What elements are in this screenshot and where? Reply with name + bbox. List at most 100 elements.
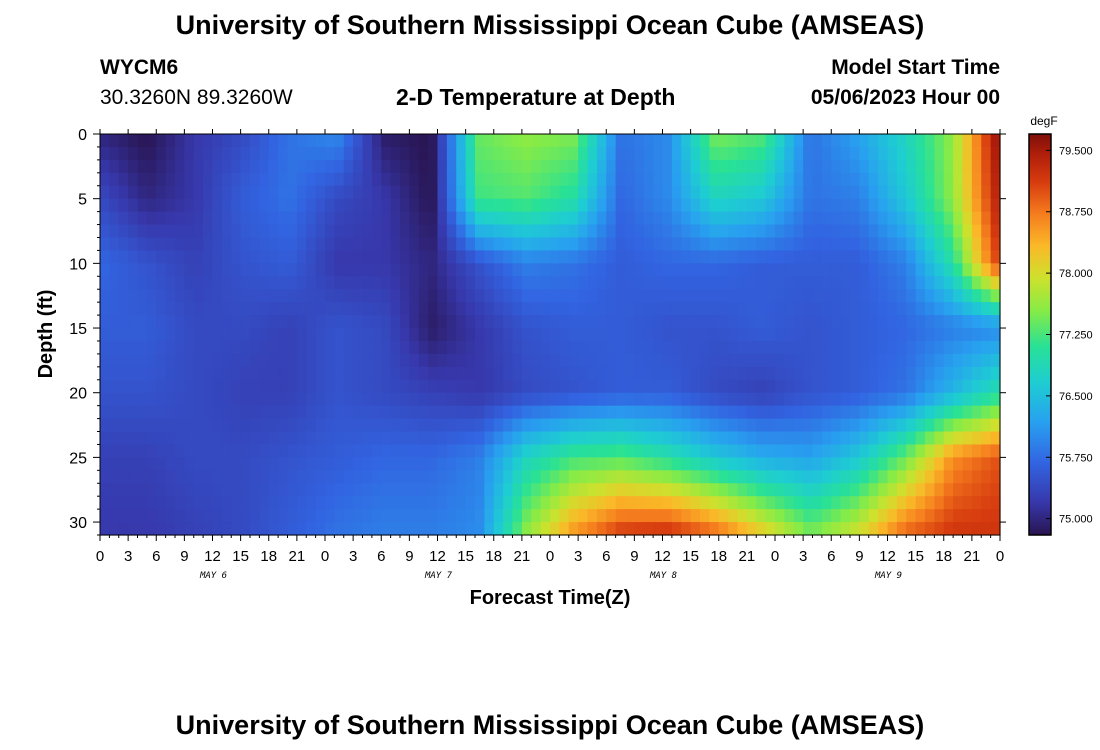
heatmap-cell (362, 483, 373, 497)
heatmap-cell (137, 289, 148, 303)
heatmap-cell (156, 431, 167, 446)
heatmap-cell (193, 159, 204, 174)
heatmap-cell (475, 431, 485, 446)
heatmap-cell (943, 340, 954, 355)
heatmap-cell (475, 263, 485, 277)
heatmap-cell (231, 470, 242, 484)
heatmap-cell (878, 392, 889, 407)
heatmap-cell (362, 276, 373, 290)
heatmap-cell (128, 444, 139, 458)
heatmap-cell (653, 146, 664, 161)
heatmap-cell (503, 276, 514, 290)
heatmap-cell (821, 159, 832, 174)
heatmap-cell (625, 159, 635, 174)
heatmap-cell (671, 263, 682, 277)
heatmap-cell (278, 328, 289, 342)
heatmap-cell (521, 328, 532, 342)
heatmap-cell (578, 418, 589, 433)
heatmap-cell (643, 340, 654, 355)
heatmap-cell (915, 250, 926, 264)
heatmap-cell (118, 237, 129, 252)
heatmap-cell (278, 340, 289, 355)
heatmap-cell (821, 392, 832, 407)
heatmap-cell (831, 237, 842, 252)
heatmap-cell (390, 379, 401, 394)
heatmap-cell (821, 431, 832, 446)
heatmap-cell (400, 198, 410, 213)
heatmap-cell (156, 470, 167, 484)
heatmap-cell (503, 146, 514, 161)
heatmap-cell (212, 211, 223, 226)
heatmap-cell (887, 263, 898, 277)
heatmap-cell (596, 379, 607, 394)
heatmap-cell (212, 340, 223, 355)
heatmap-cell (325, 315, 335, 329)
heatmap-cell (587, 250, 598, 264)
heatmap-cell (437, 509, 448, 523)
heatmap-cell (896, 172, 907, 187)
heatmap-cell (859, 366, 870, 381)
heatmap-cell (615, 509, 626, 523)
heatmap-cell (287, 353, 298, 368)
heatmap-cell (446, 522, 457, 536)
heatmap-cell (878, 146, 889, 161)
heatmap-cell (803, 172, 814, 187)
heatmap-cell (437, 172, 448, 187)
heatmap-cell (203, 159, 214, 174)
heatmap-cell (756, 483, 767, 497)
heatmap-cell (512, 250, 523, 264)
heatmap-cell (109, 431, 120, 446)
heatmap-cell (437, 289, 448, 303)
heatmap-cell (315, 496, 326, 510)
heatmap-cell (306, 405, 317, 420)
heatmap-cell (981, 276, 992, 290)
heatmap-cell (175, 483, 185, 497)
heatmap-cell (737, 392, 748, 407)
heatmap-cell (212, 315, 223, 329)
heatmap-cell (446, 366, 457, 381)
heatmap-cell (446, 185, 457, 200)
heatmap-cell (268, 483, 279, 497)
heatmap-cell (428, 405, 439, 420)
heatmap-cell (850, 405, 860, 420)
heatmap-cell (934, 431, 945, 446)
heatmap-cell (109, 392, 120, 407)
heatmap-cell (681, 276, 692, 290)
heatmap-cell (765, 379, 776, 394)
heatmap-cell (756, 522, 767, 536)
heatmap-cell (718, 483, 729, 497)
heatmap-cell (765, 250, 776, 264)
heatmap-cell (521, 237, 532, 252)
heatmap-cell (700, 159, 710, 174)
heatmap-cell (878, 340, 889, 355)
heatmap-cell (503, 224, 514, 239)
heatmap-cell (400, 483, 410, 497)
heatmap-cell (681, 198, 692, 213)
heatmap-cell (596, 172, 607, 187)
heatmap-cell (653, 392, 664, 407)
heatmap-cell (250, 379, 260, 394)
day-label: MAY 7 (424, 571, 453, 581)
heatmap-cell (606, 315, 617, 329)
heatmap-cell (278, 289, 289, 303)
heatmap-cell (465, 289, 476, 303)
heatmap-cell (700, 457, 710, 471)
heatmap-cell (446, 263, 457, 277)
heatmap-cell (531, 211, 542, 226)
heatmap-cell (840, 224, 851, 239)
heatmap-cell (606, 496, 617, 510)
heatmap-cell (193, 353, 204, 368)
heatmap-cell (578, 172, 589, 187)
heatmap-cell (493, 353, 504, 368)
heatmap-cell (971, 353, 982, 368)
heatmap-cell (409, 289, 420, 303)
heatmap-cell (606, 185, 617, 200)
heatmap-cell (278, 211, 289, 226)
heatmap-cell (896, 198, 907, 213)
heatmap-cell (859, 250, 870, 264)
heatmap-cell (793, 353, 804, 368)
heatmap-cell (606, 172, 617, 187)
x-tick-label: 9 (405, 548, 413, 565)
heatmap-cell (465, 263, 476, 277)
heatmap-cell (990, 470, 1001, 484)
